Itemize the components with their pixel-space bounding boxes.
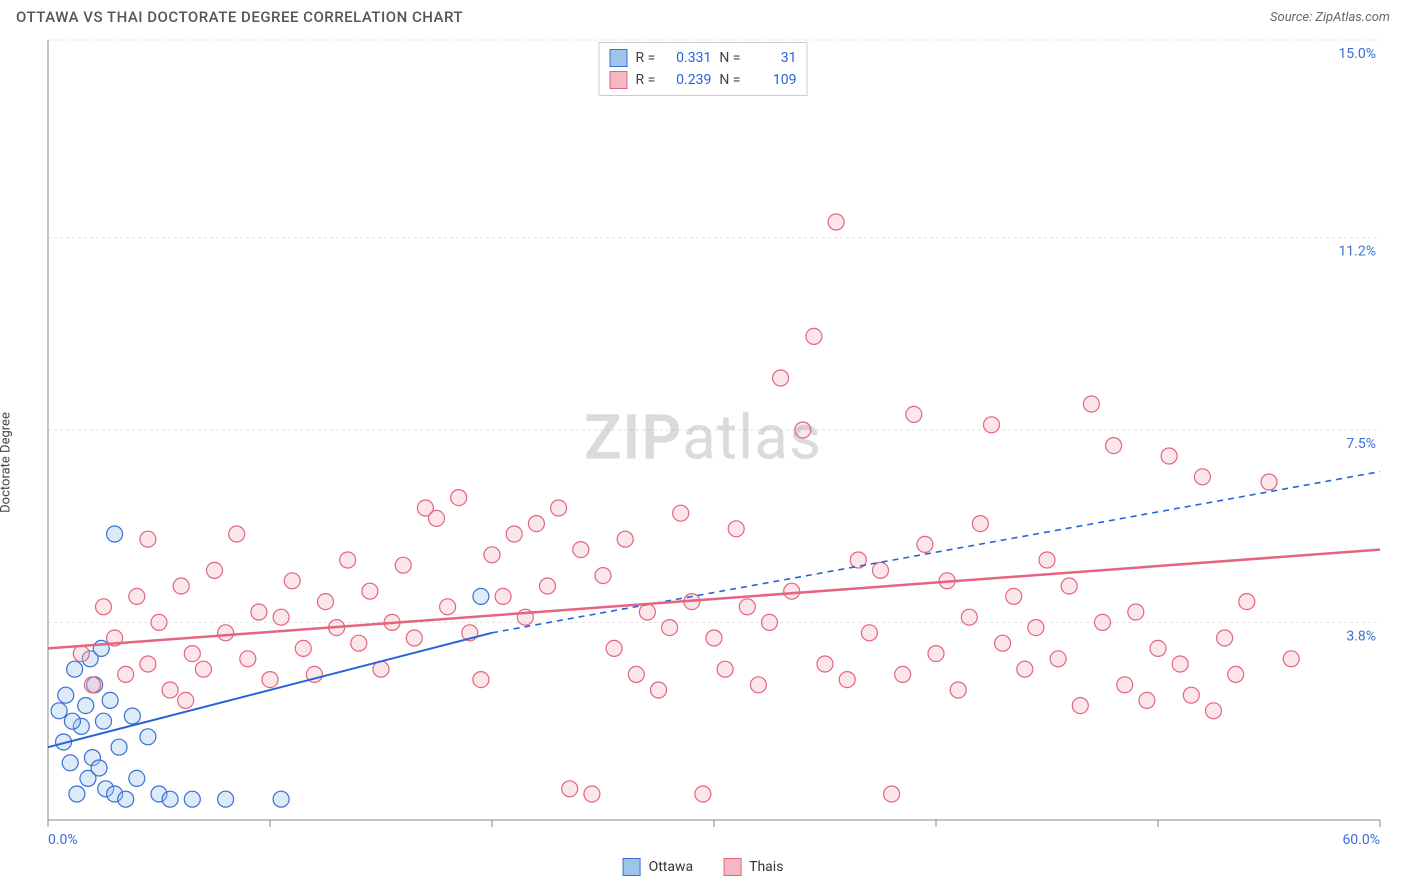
legend-row-ottawa: R = 0.331 N = 31: [610, 47, 797, 69]
legend-row-thais: R = 0.239 N = 109: [610, 69, 797, 91]
swatch-ottawa: [610, 49, 628, 67]
chart-area: Doctorate Degree ZIPatlas 3.8%7.5%11.2%1…: [0, 30, 1406, 880]
svg-text:11.2%: 11.2%: [1338, 244, 1376, 260]
svg-text:7.5%: 7.5%: [1346, 436, 1376, 452]
legend-item-ottawa: Ottawa: [623, 858, 694, 876]
chart-title: OTTAWA VS THAI DOCTORATE DEGREE CORRELAT…: [16, 8, 463, 26]
legend-item-thais: Thais: [723, 858, 783, 876]
series-legend: Ottawa Thais: [623, 858, 784, 876]
chart-header: OTTAWA VS THAI DOCTORATE DEGREE CORRELAT…: [0, 0, 1406, 30]
svg-text:60.0%: 60.0%: [1342, 832, 1380, 848]
scatter-chart-svg: 3.8% 7.5% 11.2% 15.0% 0.0% 60.0%: [0, 30, 1406, 880]
chart-source: Source: ZipAtlas.com: [1270, 10, 1390, 25]
svg-text:0.0%: 0.0%: [48, 832, 78, 848]
swatch-ottawa-icon: [623, 858, 641, 876]
y-axis-label: Doctorate Degree: [0, 412, 14, 513]
swatch-thais-icon: [723, 858, 741, 876]
svg-text:3.8%: 3.8%: [1346, 628, 1376, 644]
swatch-thais: [610, 71, 628, 89]
svg-text:15.0%: 15.0%: [1338, 46, 1376, 62]
correlation-legend: R = 0.331 N = 31 R = 0.239 N = 109: [599, 42, 808, 96]
